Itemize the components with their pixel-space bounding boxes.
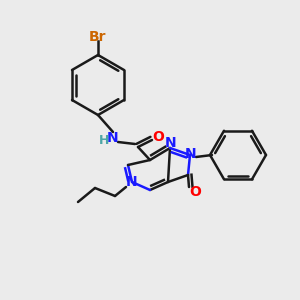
Text: O: O <box>189 185 201 199</box>
Text: Br: Br <box>89 30 107 44</box>
Text: N: N <box>126 175 138 189</box>
Text: O: O <box>152 130 164 144</box>
Text: N: N <box>107 131 119 145</box>
Text: N: N <box>185 147 197 161</box>
Text: H: H <box>99 134 109 148</box>
Text: N: N <box>165 136 177 150</box>
